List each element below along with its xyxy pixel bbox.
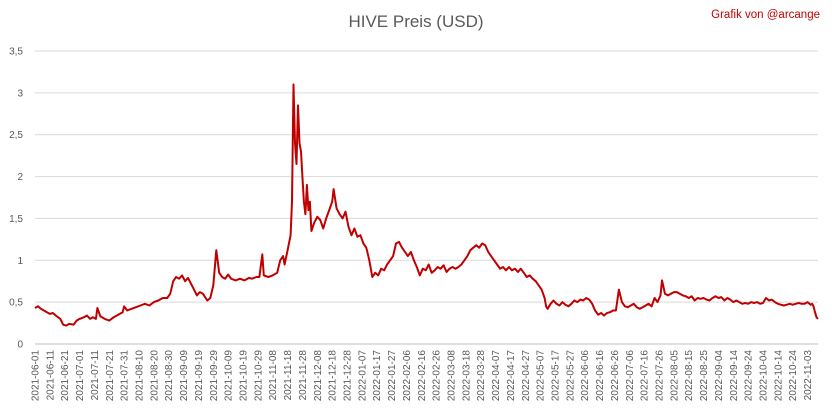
x-tick-label: 2021-06-11: [45, 350, 56, 401]
x-tick-label: 2022-06-06: [580, 350, 591, 402]
y-tick-label: 3: [17, 88, 23, 99]
x-tick-label: 2022-03-18: [461, 350, 472, 402]
x-tick-label: 2021-11-18: [283, 350, 294, 401]
y-tick-label: 3,5: [9, 47, 23, 58]
x-tick-label: 2021-10-29: [253, 350, 264, 402]
y-axis-tick-labels: 0 0,5 1 1,5 2 2,5 3 3,5: [9, 47, 23, 351]
x-tick-label: 2022-01-27: [387, 350, 398, 402]
x-tick-label: 2022-11-03: [803, 350, 814, 401]
x-tick-label: 2022-06-26: [610, 350, 621, 402]
x-tick-label: 2021-07-31: [120, 350, 131, 402]
y-tick-label: 0,5: [9, 298, 23, 309]
x-tick-label: 2021-08-10: [135, 350, 146, 402]
chart-title: HIVE Preis (USD): [348, 12, 484, 31]
y-tick-label: 2,5: [9, 130, 23, 141]
x-tick-label: 2021-07-01: [75, 350, 86, 402]
x-tick-label: 2022-05-27: [565, 350, 576, 402]
x-tick-label: 2021-11-08: [268, 350, 279, 401]
x-tick-label: 2022-04-07: [491, 350, 502, 402]
x-tick-label: 2022-08-05: [669, 350, 680, 402]
x-tick-label: 2021-10-19: [239, 350, 250, 402]
chart-credit: Grafik von @arcange: [711, 9, 820, 21]
x-tick-label: 2022-10-24: [788, 350, 799, 402]
x-tick-label: 2022-02-16: [417, 350, 428, 402]
x-tick-label: 2022-10-14: [773, 350, 784, 402]
x-tick-label: 2022-01-07: [357, 350, 368, 402]
x-tick-label: 2021-09-29: [209, 350, 220, 402]
x-tick-label: 2021-11-28: [298, 350, 309, 401]
x-tick-label: 2021-08-20: [149, 350, 160, 402]
x-tick-label: 2022-09-04: [714, 350, 725, 402]
series-line-hive-price: [34, 83, 819, 327]
x-tick-label: 2021-07-21: [105, 350, 116, 402]
x-tick-label: 2022-03-08: [447, 350, 458, 402]
x-tick-label: 2022-02-26: [432, 350, 443, 402]
x-tick-label: 2022-07-06: [625, 350, 636, 402]
y-tick-label: 0: [17, 340, 23, 351]
x-tick-label: 2022-02-06: [402, 350, 413, 402]
x-tick-label: 2022-06-16: [595, 350, 606, 402]
x-tick-label: 2022-05-07: [536, 350, 547, 402]
x-tick-label: 2021-12-18: [328, 350, 339, 402]
x-tick-label: 2022-05-17: [551, 350, 562, 402]
x-tick-label: 2021-09-19: [194, 350, 205, 402]
x-tick-label: 2022-08-15: [684, 350, 695, 402]
x-tick-label: 2022-04-27: [521, 350, 532, 402]
x-tick-label: 2021-06-21: [60, 350, 71, 402]
x-tick-label: 2022-09-24: [744, 350, 755, 402]
x-tick-label: 2021-09-09: [179, 350, 190, 402]
x-tick-label: 2022-01-17: [372, 350, 383, 402]
x-tick-label: 2022-07-26: [655, 350, 666, 402]
x-tick-label: 2021-06-01: [31, 350, 42, 402]
x-tick-label: 2021-12-08: [313, 350, 324, 402]
x-tick-label: 2022-04-17: [506, 350, 517, 402]
x-tick-label: 2021-08-30: [164, 350, 175, 402]
grid-lines: [35, 50, 818, 303]
x-tick-label: 2022-03-28: [476, 350, 487, 402]
y-tick-label: 2: [17, 172, 23, 183]
x-tick-label: 2022-09-14: [729, 350, 740, 402]
x-tick-label: 2021-10-09: [224, 350, 235, 402]
y-tick-label: 1,5: [9, 214, 23, 225]
x-axis-tick-labels: 2021-06-01 2021-06-11 2021-06-21 2021-07-01…: [31, 350, 815, 402]
x-tick-label: 2021-12-28: [343, 350, 354, 402]
x-tick-label: 2022-07-16: [640, 350, 651, 402]
x-tick-label: 2022-08-25: [699, 350, 710, 402]
x-tick-label: 2021-07-11: [90, 350, 101, 401]
x-tick-label: 2022-10-04: [759, 350, 770, 402]
y-tick-label: 1: [17, 256, 23, 267]
